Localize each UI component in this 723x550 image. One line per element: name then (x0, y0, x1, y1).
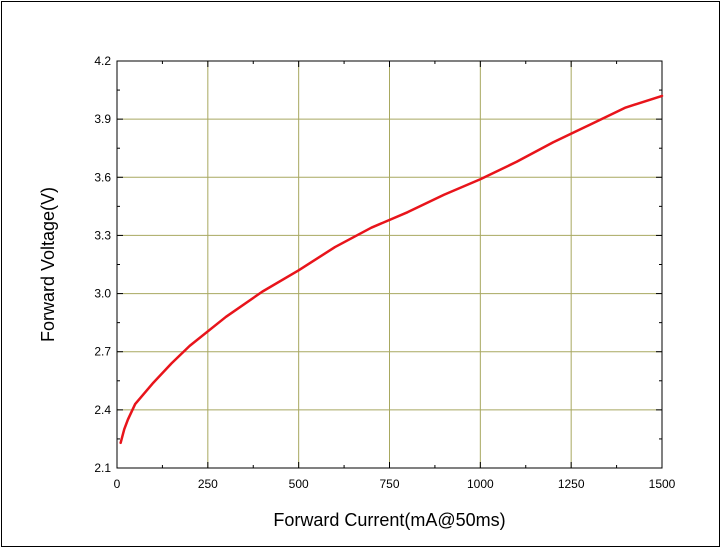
y-tick-label: 3.3 (94, 228, 111, 242)
y-tick-label: 2.1 (94, 461, 111, 475)
y-tick-label: 3.6 (94, 170, 111, 184)
x-tick-label: 1250 (558, 477, 585, 491)
y-tick-label: 3.0 (94, 287, 111, 301)
x-tick-label: 0 (114, 477, 121, 491)
y-axis-label: Forward Voltage(V) (38, 187, 58, 342)
x-tick-label: 250 (198, 477, 218, 491)
x-axis-label: Forward Current(mA@50ms) (273, 510, 505, 530)
ticks: 0 250 500 750 1000 1250 1500 2.1 2.4 2.7 3.0 3.3 3.6… (94, 54, 675, 491)
series-group (119, 94, 664, 445)
x-tick-label: 1500 (649, 477, 676, 491)
y-tick-label: 2.4 (94, 403, 111, 417)
x-tick-label: 500 (289, 477, 309, 491)
y-tick-label: 4.2 (94, 54, 111, 68)
series-line (119, 94, 664, 445)
x-tick-label: 750 (379, 477, 399, 491)
y-tick-label: 2.7 (94, 345, 111, 359)
x-tick-label: 1000 (467, 477, 494, 491)
y-tick-label: 3.9 (94, 112, 111, 126)
grid-lines (117, 61, 662, 468)
